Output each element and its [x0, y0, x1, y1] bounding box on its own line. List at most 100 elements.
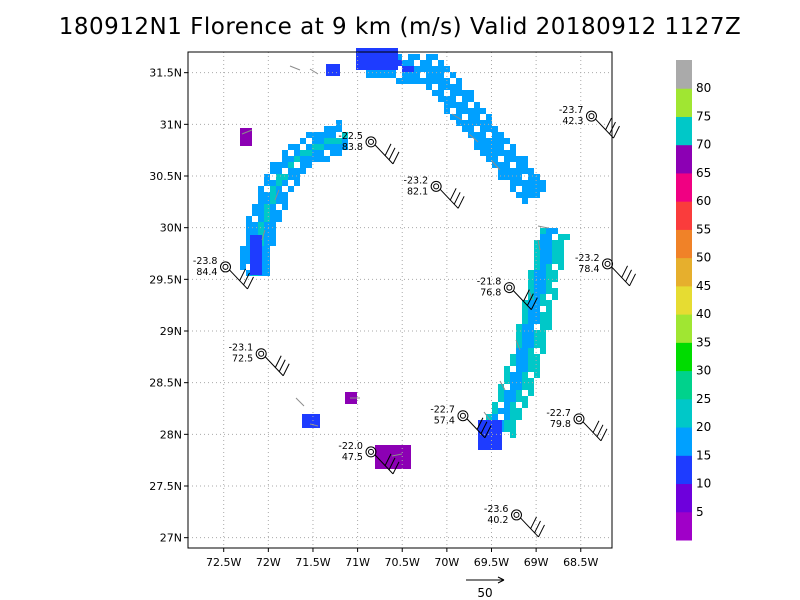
wind-shading-cell	[522, 330, 528, 336]
station-circle-outer	[503, 282, 515, 294]
wind-shading-cell	[390, 72, 396, 78]
wind-shading-cell	[486, 114, 492, 120]
wind-shading-cell	[420, 78, 426, 84]
wind-shading-cell	[246, 222, 252, 228]
wind-shading-cell	[558, 264, 564, 270]
wind-shading-cell	[492, 156, 498, 162]
wind-shading-cell	[522, 312, 528, 318]
wind-shading-cell	[246, 258, 252, 264]
wind-shading-cell	[312, 156, 318, 162]
wind-shading-cell	[528, 318, 534, 324]
wind-shading-cell	[270, 192, 276, 198]
wind-shading-cell	[540, 240, 546, 246]
wind-shading-cell	[324, 132, 330, 138]
wind-shading-cell	[432, 90, 438, 96]
wind-shading-cell	[522, 384, 528, 390]
wind-shading-cell	[276, 192, 282, 198]
dropsonde-wind-speed: 79.8	[550, 419, 571, 430]
wind-shading-cell	[330, 132, 336, 138]
wind-shading-cell	[414, 54, 420, 60]
wind-shading-cell	[462, 108, 468, 114]
wind-shading-cell	[480, 138, 486, 144]
wind-shading-cell	[294, 144, 300, 150]
wind-shading-cell	[408, 78, 414, 84]
wind-shading-cell	[264, 270, 270, 276]
wind-vector	[391, 453, 403, 457]
wind-barb-flags	[522, 289, 538, 310]
wind-vector	[289, 65, 301, 71]
dropsonde-station: -22.047.5	[338, 441, 400, 475]
wind-shading-cell	[246, 252, 252, 258]
colorbar-label: 65	[696, 166, 711, 180]
dropsonde-station: -23.172.5	[229, 343, 290, 377]
wind-shading-cell	[540, 288, 546, 294]
colorbar-segment	[676, 398, 692, 428]
wind-shading-cell	[552, 276, 558, 282]
wind-shading-cell	[336, 150, 342, 156]
wind-shading-cell	[540, 252, 546, 258]
wind-shading-cell	[456, 84, 462, 90]
colorbar-segment	[676, 144, 692, 174]
wind-shading-cell	[246, 240, 252, 246]
wind-shading-cell	[492, 402, 498, 408]
wind-vector	[515, 339, 521, 351]
wind-shading-cell	[522, 324, 528, 330]
colorbar-label: 70	[696, 138, 711, 152]
wind-shading-cell	[258, 186, 264, 192]
colorbar-label: 5	[696, 505, 704, 519]
lon-tick-label: 70.5W	[385, 556, 420, 569]
wind-shading-cell	[546, 270, 552, 276]
wind-shading-cell	[300, 162, 306, 168]
wind-shading-cell	[456, 102, 462, 108]
dropsonde-station: -23.742.3	[559, 105, 620, 139]
wind-shading-cell	[432, 54, 438, 60]
map-frame	[187, 51, 613, 549]
wind-shading-cell	[252, 210, 258, 216]
wind-shading-cell	[528, 384, 534, 390]
wind-shading-cell	[540, 246, 546, 252]
dropsonde-temperature: -23.2	[575, 253, 600, 264]
station-circle-inner	[367, 138, 374, 145]
wind-shading-cell	[510, 402, 516, 408]
wind-shading-cell	[336, 138, 342, 144]
dropsonde-wind-speed: 42.3	[562, 116, 583, 127]
dropsonde-temperature: -23.8	[193, 256, 218, 267]
wind-shading-cell	[516, 174, 522, 180]
wind-shading-cell	[264, 216, 270, 222]
wind-shading-cell	[534, 180, 540, 186]
wind-shading-cell	[504, 150, 510, 156]
wind-shading-cell	[546, 264, 552, 270]
wind-shading-cell	[540, 312, 546, 318]
wind-shading-cell	[288, 162, 294, 168]
lat-tick-label: 29N	[160, 325, 182, 338]
colorbar-label: 15	[696, 448, 711, 462]
wind-shading-cell	[480, 150, 486, 156]
colorbar-segment	[676, 342, 692, 372]
wind-barb-staff	[512, 290, 532, 310]
wind-shading-cell	[420, 66, 426, 72]
wind-barb-staff	[374, 144, 394, 165]
wind-shading-cell	[450, 90, 456, 96]
wind-shading-cell	[540, 300, 546, 306]
wind-shading-cell	[552, 252, 558, 258]
wind-shading-cell	[276, 198, 282, 204]
wind-shading-cell	[540, 330, 546, 336]
wind-shading-cell	[546, 282, 552, 288]
wind-shading-cell	[330, 138, 336, 144]
wind-shading-cell	[420, 60, 426, 66]
wind-shading-cell	[432, 66, 438, 72]
dropsonde-temperature: -22.7	[546, 408, 571, 419]
wind-shading-cell	[474, 132, 480, 138]
wind-vector	[309, 423, 319, 427]
wind-shading-cell	[462, 90, 468, 96]
wind-shading-cell	[504, 396, 510, 402]
wind-shading-cell	[414, 66, 420, 72]
wind-shading-cell	[480, 108, 486, 114]
station-circle-inner	[513, 511, 520, 518]
wind-shading-cell	[510, 378, 516, 384]
wind-shading-cell	[516, 168, 522, 174]
colorbar-label: 60	[696, 194, 711, 208]
wind-shading-cell	[534, 342, 540, 348]
wind-shading-cell	[240, 246, 246, 252]
wind-shading-cell	[264, 192, 270, 198]
